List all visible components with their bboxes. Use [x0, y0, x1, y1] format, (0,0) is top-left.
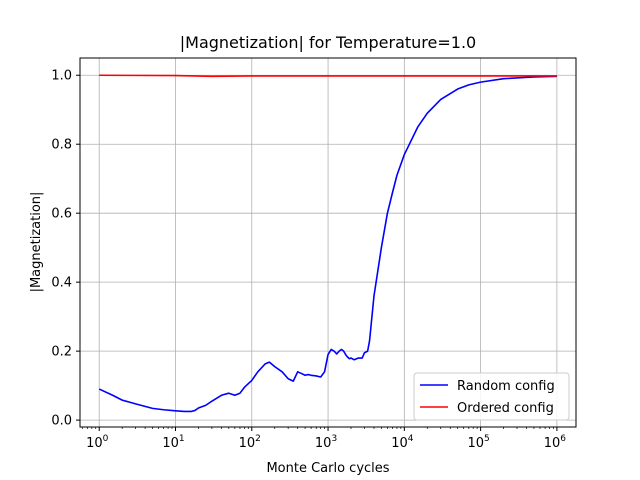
x-tick-label: 101 — [162, 434, 184, 451]
y-tick-label: 1.0 — [51, 69, 72, 84]
x-tick-exponent: 1 — [179, 434, 185, 444]
x-tick-label: 102 — [239, 434, 261, 451]
chart-title: |Magnetization| for Temperature=1.0 — [180, 33, 476, 52]
y-axis-label: |Magnetization| — [29, 192, 44, 293]
grid-lines — [80, 58, 576, 427]
y-tick-label: 0.2 — [51, 345, 72, 360]
legend-box — [413, 372, 570, 421]
x-tick-exponent: 6 — [560, 434, 566, 444]
x-tick-base: 10 — [315, 436, 332, 451]
x-tick-base: 10 — [391, 436, 408, 451]
x-tick-label: 100 — [86, 434, 109, 451]
x-tick-exponent: 3 — [331, 434, 337, 444]
x-tick-base: 10 — [467, 436, 484, 451]
x-tick-exponent: 2 — [255, 434, 261, 444]
x-tick-label: 103 — [315, 434, 337, 451]
x-tick-exponent: 4 — [408, 434, 414, 444]
x-tick-base: 10 — [86, 436, 103, 451]
legend-label-ordered: Ordered config — [457, 401, 554, 416]
y-tick-label: 0.4 — [51, 276, 72, 291]
series-line-ordered — [99, 74, 557, 78]
x-tick-base: 10 — [162, 436, 179, 451]
x-tick-base: 10 — [544, 436, 561, 451]
series-lines — [98, 74, 557, 413]
legend-label-random: Random config — [457, 379, 555, 394]
x-tick-label: 106 — [544, 434, 567, 451]
legend: Random config Ordered config — [413, 372, 570, 421]
y-tick-label: 0.0 — [51, 414, 72, 429]
x-tick-exponent: 5 — [484, 434, 490, 444]
x-axis-label: Monte Carlo cycles — [266, 461, 389, 476]
x-tick-label: 105 — [467, 434, 489, 451]
y-tick-label: 0.6 — [51, 207, 72, 222]
x-tick-exponent: 0 — [103, 434, 109, 444]
x-tick-label: 104 — [391, 434, 414, 451]
series-line-random — [98, 75, 557, 413]
x-tick-base: 10 — [239, 436, 256, 451]
y-tick-label: 0.8 — [51, 138, 72, 153]
